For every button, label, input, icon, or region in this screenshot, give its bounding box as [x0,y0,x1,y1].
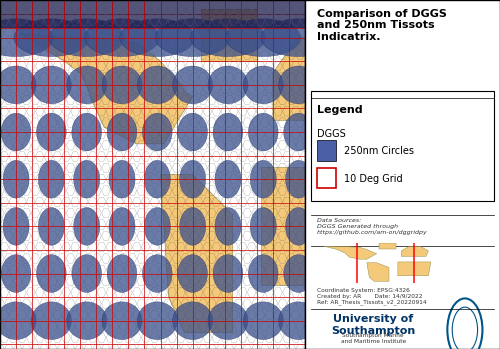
Polygon shape [273,38,361,120]
Polygon shape [20,33,193,144]
Ellipse shape [144,160,171,198]
Polygon shape [324,246,376,259]
Ellipse shape [138,66,177,104]
Ellipse shape [190,19,266,57]
Ellipse shape [0,302,36,340]
Ellipse shape [49,19,124,57]
Ellipse shape [120,19,195,57]
Text: 250nm Circles: 250nm Circles [344,146,414,156]
Bar [316,140,336,161]
Text: Coordinate System: EPSG:4326
Created by: AR       Date: 14/9/2022
Ref: AR_Thesis: Coordinate System: EPSG:4326 Created by:… [316,288,426,305]
Text: Legend: Legend [316,105,362,115]
Ellipse shape [66,66,106,104]
Polygon shape [160,174,233,333]
Ellipse shape [14,19,89,57]
Ellipse shape [286,208,312,245]
Ellipse shape [244,66,283,104]
Ellipse shape [109,160,135,198]
Ellipse shape [155,19,230,57]
Ellipse shape [32,66,72,104]
Ellipse shape [144,208,171,245]
Ellipse shape [0,66,36,104]
Text: Southampton Marine
and Maritime Institute: Southampton Marine and Maritime Institut… [340,333,406,344]
Text: 10 Deg Grid: 10 Deg Grid [344,174,403,184]
Ellipse shape [102,302,142,340]
Ellipse shape [286,160,312,198]
Ellipse shape [215,160,241,198]
Polygon shape [367,263,389,281]
Ellipse shape [172,66,212,104]
Ellipse shape [107,113,137,151]
Text: Comparison of DGGS
and 250nm Tissots
Indicatrix.: Comparison of DGGS and 250nm Tissots Ind… [316,9,446,42]
Ellipse shape [38,160,64,198]
Ellipse shape [3,208,29,245]
Ellipse shape [278,66,318,104]
Ellipse shape [1,255,31,292]
Ellipse shape [180,208,206,245]
Ellipse shape [38,208,64,245]
Polygon shape [262,168,369,285]
Ellipse shape [213,255,243,292]
Ellipse shape [248,255,278,292]
Polygon shape [379,243,396,250]
Ellipse shape [172,302,212,340]
Polygon shape [398,262,431,276]
Ellipse shape [1,113,31,151]
Ellipse shape [32,302,72,340]
Ellipse shape [208,302,248,340]
Text: University of
Southampton: University of Southampton [331,314,415,336]
Ellipse shape [0,19,54,57]
Ellipse shape [261,19,336,57]
Bar [311,91,494,201]
Polygon shape [402,247,428,257]
Ellipse shape [180,160,206,198]
Ellipse shape [138,302,177,340]
Ellipse shape [250,208,276,245]
Ellipse shape [66,302,106,340]
Ellipse shape [107,255,137,292]
Polygon shape [200,9,257,61]
Ellipse shape [250,160,276,198]
Ellipse shape [72,113,102,151]
Ellipse shape [142,113,172,151]
Ellipse shape [36,113,66,151]
Ellipse shape [284,255,314,292]
Ellipse shape [109,208,135,245]
Ellipse shape [213,113,243,151]
Ellipse shape [226,19,301,57]
Ellipse shape [278,302,318,340]
Ellipse shape [215,208,241,245]
Ellipse shape [36,255,66,292]
Ellipse shape [102,66,142,104]
Ellipse shape [178,113,208,151]
Ellipse shape [84,19,160,57]
Ellipse shape [178,255,208,292]
Ellipse shape [208,66,248,104]
Bar [0,0,305,28]
Ellipse shape [74,208,100,245]
Ellipse shape [142,255,172,292]
Ellipse shape [72,255,102,292]
Ellipse shape [284,113,314,151]
Text: Data Sources:
DGGS Generated through
https://github.com/am-on/dggridpy: Data Sources: DGGS Generated through htt… [316,218,428,235]
Ellipse shape [3,160,29,198]
Bar [316,168,336,188]
Text: DGGS: DGGS [316,129,346,139]
Ellipse shape [244,302,283,340]
Ellipse shape [74,160,100,198]
Ellipse shape [248,113,278,151]
